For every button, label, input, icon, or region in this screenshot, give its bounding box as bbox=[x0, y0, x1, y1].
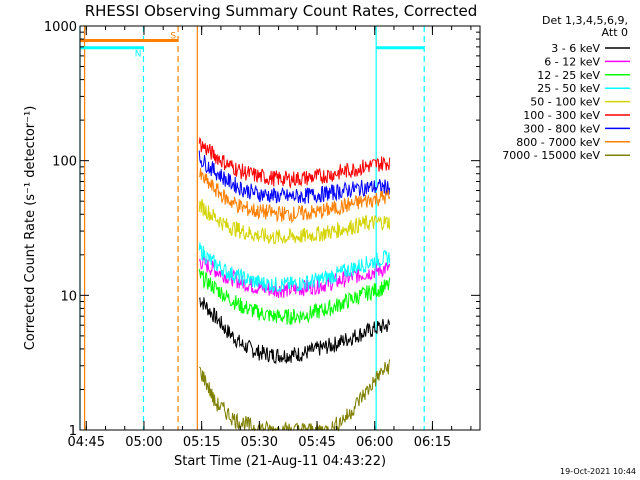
legend-header-1: Att 0 bbox=[602, 26, 628, 39]
series-line-0 bbox=[198, 297, 391, 365]
legend-label-7: 800 - 7000 keV bbox=[516, 136, 600, 149]
plot-frame bbox=[79, 25, 481, 431]
series-line-7 bbox=[198, 168, 391, 224]
y-tick-label-1: 10 bbox=[60, 289, 77, 304]
y-tick-label-3: 1000 bbox=[44, 20, 77, 35]
series-line-6 bbox=[198, 150, 391, 204]
x-tick-label-5: 06:00 bbox=[356, 435, 393, 450]
series-line-8 bbox=[199, 359, 391, 432]
legend-label-0: 3 - 6 keV bbox=[551, 42, 600, 55]
flag-label-0: S bbox=[170, 32, 176, 42]
legend-label-4: 50 - 100 keV bbox=[530, 96, 600, 109]
legend-label-2: 12 - 25 keV bbox=[537, 69, 600, 82]
series-line-4 bbox=[198, 199, 391, 245]
legend-label-8: 7000 - 15000 keV bbox=[502, 149, 600, 162]
y-tick-label-0: 1 bbox=[69, 424, 77, 439]
x-tick-label-1: 05:00 bbox=[125, 435, 162, 450]
legend-label-5: 100 - 300 keV bbox=[523, 109, 600, 122]
flag-label-1: N bbox=[135, 50, 142, 60]
x-tick-label-3: 05:30 bbox=[241, 435, 278, 450]
series-line-2 bbox=[198, 268, 391, 325]
x-tick-label-2: 05:15 bbox=[183, 435, 220, 450]
legend-label-3: 25 - 50 keV bbox=[537, 82, 600, 95]
axis-layer: 1 10 100 1000 04:45 05:00 05:15 05:30 05:45 06:00… bbox=[44, 20, 480, 450]
y-tick-label-2: 100 bbox=[52, 155, 77, 170]
x-tick-label-4: 05:45 bbox=[298, 435, 335, 450]
x-tick-label-6: 06:15 bbox=[414, 435, 451, 450]
data-layer: SN bbox=[79, 26, 425, 432]
legend-label-6: 300 - 800 keV bbox=[523, 122, 600, 135]
y-axis-label: Corrected Count Rate (s⁻¹ detector⁻¹) bbox=[23, 106, 38, 351]
x-axis-label: Start Time (21-Aug-11 04:43:22) bbox=[174, 454, 386, 469]
chart-title: RHESSI Observing Summary Count Rates, Co… bbox=[85, 2, 478, 20]
series-line-5 bbox=[198, 136, 391, 189]
legend-label-1: 6 - 12 keV bbox=[544, 55, 600, 68]
legend-header-0: Det 1,3,4,5,6,9, bbox=[542, 14, 628, 27]
x-tick-label-0: 04:45 bbox=[68, 435, 105, 450]
footer-timestamp: 19-Oct-2021 10:44 bbox=[560, 467, 636, 476]
series-line-3 bbox=[198, 242, 391, 293]
